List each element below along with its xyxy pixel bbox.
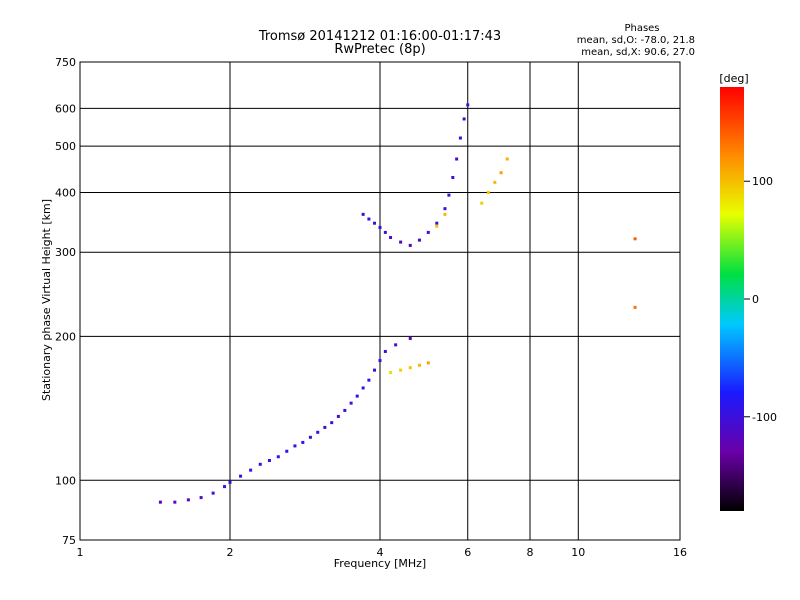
echo-point: [633, 237, 637, 241]
echo-point: [633, 305, 637, 309]
echo-point: [367, 378, 371, 382]
echo-point: [323, 425, 327, 429]
echo-point: [435, 224, 439, 228]
echo-point: [443, 207, 447, 211]
echo-point: [426, 361, 430, 365]
echo-point: [408, 243, 412, 247]
echo-point: [267, 458, 271, 462]
y-tick-label: 500: [55, 140, 76, 153]
colorbar-tick-label: 0: [752, 293, 759, 306]
x-tick-label: 6: [464, 546, 471, 559]
grid-lines: [80, 62, 680, 540]
echo-point: [451, 175, 455, 179]
echo-point: [417, 363, 421, 367]
echo-point: [493, 180, 497, 184]
colorbar-tick-label: -100: [752, 411, 777, 424]
echo-point: [316, 430, 320, 434]
y-axis-label: Stationary phase Virtual Height [km]: [40, 199, 53, 401]
colorbar: [720, 87, 744, 511]
echo-point: [394, 343, 398, 347]
x-axis-label: Frequency [MHz]: [334, 557, 426, 570]
echo-point: [389, 236, 393, 240]
chart-subtitle: RwPretec (8p): [334, 42, 425, 57]
echo-point: [389, 371, 393, 375]
chart-title: Tromsø 20141212 01:16:00-01:17:43: [258, 29, 501, 44]
echo-point: [276, 455, 280, 459]
echo-point: [462, 117, 466, 121]
echo-point: [349, 401, 353, 405]
x-tick-labels: 1 2 4 6 8 10 16: [77, 546, 688, 559]
echo-point: [249, 468, 253, 472]
echo-point: [308, 435, 312, 439]
x-tick-label: 8: [527, 546, 534, 559]
y-tick-label: 75: [62, 534, 76, 547]
phases-o-line: mean, sd,O: -78.0, 21.8: [577, 35, 695, 46]
x-tick-label: 1: [77, 546, 84, 559]
echo-point: [486, 190, 490, 194]
echo-point: [435, 221, 439, 225]
echo-point: [158, 500, 162, 504]
echo-point: [336, 414, 340, 418]
y-tick-label: 200: [55, 330, 76, 343]
x-tick-label: 16: [673, 546, 687, 559]
echo-point: [408, 366, 412, 370]
colorbar-tick-label: 100: [752, 175, 773, 188]
echo-point: [199, 496, 203, 500]
echo-point: [285, 449, 289, 453]
colorbar-ticks: 100 0 -100: [744, 175, 777, 424]
echo-point: [330, 421, 334, 425]
echo-point: [223, 485, 227, 489]
echo-point: [373, 368, 377, 372]
echo-point: [173, 500, 177, 504]
echo-point: [417, 238, 421, 242]
echo-point: [361, 386, 365, 390]
echo-point: [367, 217, 371, 221]
plot-frame: [79, 61, 681, 541]
scatter-points: [158, 103, 637, 504]
y-tick-label: 300: [55, 246, 76, 259]
echo-point: [499, 171, 503, 175]
echo-point: [408, 336, 412, 340]
echo-point: [378, 359, 382, 363]
echo-point: [293, 444, 297, 448]
echo-point: [343, 408, 347, 412]
y-tick-label: 600: [55, 102, 76, 115]
echo-point: [466, 103, 470, 107]
y-tick-label: 750: [55, 56, 76, 69]
x-tick-label: 10: [571, 546, 585, 559]
phases-x-line: mean, sd,X: 90.6, 27.0: [581, 47, 695, 58]
y-tick-label: 400: [55, 186, 76, 199]
echo-point: [378, 225, 382, 229]
echo-point: [399, 368, 403, 372]
y-tick-label: 100: [55, 474, 76, 487]
x-tick-label: 2: [227, 546, 234, 559]
echo-point: [480, 201, 484, 205]
echo-point: [455, 157, 459, 161]
echo-point: [186, 498, 190, 502]
echo-point: [361, 212, 365, 216]
echo-point: [373, 221, 377, 225]
colorbar-label: [deg]: [719, 72, 748, 85]
echo-point: [505, 157, 509, 161]
x-tick-label: 4: [377, 546, 384, 559]
echo-point: [399, 240, 403, 244]
echo-point: [426, 230, 430, 234]
echo-point: [383, 349, 387, 353]
echo-point: [458, 136, 462, 140]
echo-point: [258, 462, 262, 466]
echo-point: [355, 394, 359, 398]
echo-point: [239, 474, 243, 478]
echo-point: [383, 230, 387, 234]
echo-point: [211, 491, 215, 495]
echo-point: [443, 212, 447, 216]
phases-title: Phases: [624, 23, 659, 34]
y-tick-labels: 75 100 200 300 400 500 600 750: [55, 56, 76, 547]
echo-point: [447, 193, 451, 197]
echo-point: [301, 440, 305, 444]
echo-point: [228, 480, 232, 484]
